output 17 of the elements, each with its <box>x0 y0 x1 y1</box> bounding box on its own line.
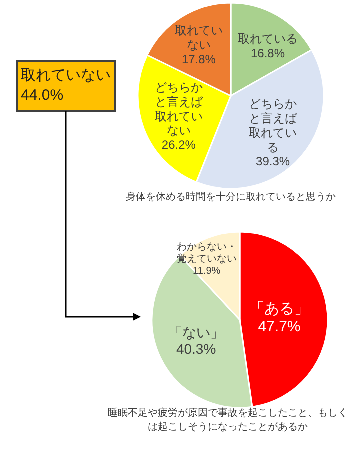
text: 取れていない 44.0% <box>21 67 111 104</box>
slice-label: どちらかと言えば取れている <box>249 97 298 154</box>
data-label: 39.3% <box>256 154 290 169</box>
slice-label: 「ある」 <box>250 300 310 318</box>
slice-label: 取れていない <box>174 24 223 52</box>
data-label: 26.2% <box>162 138 196 152</box>
data-label: 11.9% <box>193 266 221 278</box>
text: 身体を休める時間を十分に取れていると思うか <box>126 191 336 203</box>
data-label: 17.8% <box>182 52 216 66</box>
slice-label: わからない・覚えていない <box>176 242 237 266</box>
data-label: 47.7% <box>258 318 301 336</box>
slice-label: どちらかと言えば取れていない <box>154 80 204 138</box>
data-label: 40.3% <box>176 341 216 358</box>
slice-label: 「ない」 <box>168 324 224 340</box>
slice-label: 取れている <box>238 32 298 46</box>
text: 睡眠不足や疲労が原因で事故を起こしたこと、もしくは起こしそうになったことがあるか <box>108 407 348 433</box>
data-label: 16.8% <box>250 46 286 61</box>
